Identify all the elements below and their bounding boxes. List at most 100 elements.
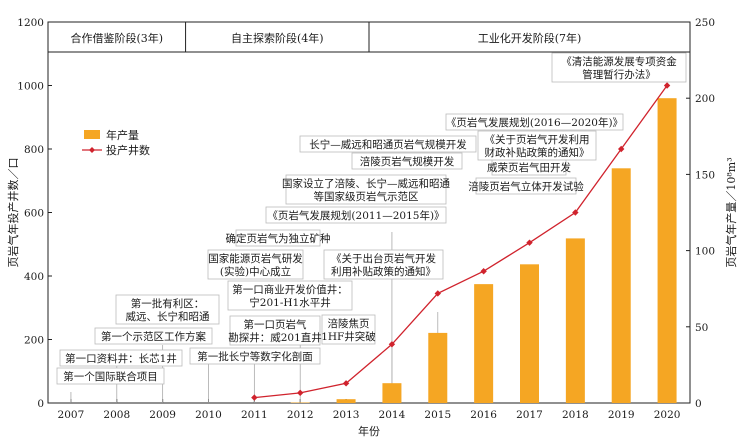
annotation-box [265, 206, 447, 224]
legend-swatch-marker [89, 147, 95, 153]
line-point-marker [572, 209, 579, 216]
annotation-text: 1HF井突破 [321, 330, 376, 343]
annotation-box [323, 249, 444, 280]
annotation-text: 等国家级页岩气示范区 [314, 190, 419, 203]
bar-annual-output [428, 332, 448, 403]
line-wells-put-into-production [254, 85, 668, 399]
y-left-tick-label: 1200 [17, 17, 44, 29]
annotation-text: 国家设立了涪陵、长宁—威远和昭通 [282, 177, 450, 190]
annotation-text: 第一口页岩气 [244, 318, 307, 331]
annotation-text: 《清洁能源发展专项资金 [561, 55, 677, 68]
stage-label: 工业化开发阶段(7年) [478, 31, 582, 45]
x-tick-label: 2015 [424, 409, 451, 421]
x-tick-label: 2017 [516, 409, 543, 421]
annotation-box [229, 315, 321, 346]
line-point-marker [480, 268, 487, 275]
x-tick-label: 2009 [149, 409, 176, 421]
bar-annual-output [611, 168, 631, 403]
annotation-box [56, 367, 165, 385]
y-left-tick-label: 800 [24, 144, 44, 156]
annotation-text: 《关于出台页岩气开发 [331, 252, 436, 265]
stage-label: 自主探索阶段(4年) [231, 31, 324, 45]
annotation-text: (实验)中心成立 [220, 265, 291, 278]
annotation-text: 确定页岩气为独立矿种 [226, 232, 331, 245]
annotation-text: 《关于页岩气开发利用 [485, 133, 590, 146]
y-right-tick-label: 100 [695, 246, 715, 258]
legend-label-line: 投产井数 [106, 143, 150, 157]
line-point-marker [618, 145, 625, 153]
annotation-text: 长宁—威远和昭通页岩气规模开发 [309, 138, 467, 151]
annotation-text: 国家能源页岩气研发 [208, 252, 303, 265]
annotation-box [115, 294, 220, 325]
x-tick-label: 2011 [241, 409, 268, 421]
annotation-text: 勘探井：威201直井 [228, 331, 322, 344]
annotation-text: 第一批有利区： [131, 297, 205, 310]
bar-annual-output [336, 399, 356, 403]
annotation-text: 第一个国际联合项目 [63, 370, 158, 383]
annotation-text: 涪陵页岩气立体开发试验 [468, 180, 584, 193]
y-right-axis-title: 页岩气年产量／10⁸m³ [724, 157, 738, 267]
line-point-marker [526, 239, 533, 246]
annotation-box [227, 280, 353, 311]
line-point-marker [434, 290, 441, 297]
bar-annual-output [565, 238, 585, 403]
annotation-box [477, 130, 597, 161]
y-right-tick-label: 250 [695, 17, 715, 29]
annotation-box [321, 314, 376, 345]
annotation-box [59, 349, 183, 367]
line-point-marker [342, 380, 350, 387]
annotation-text: 财政补贴政策的通知》 [485, 146, 590, 159]
x-tick-label: 2007 [58, 409, 85, 421]
y-left-tick-label: 0 [37, 398, 44, 410]
bar-annual-output [382, 383, 402, 403]
annotation-text: 《页岩气发展规划(2011—2015年)》 [267, 209, 444, 222]
y-right-tick-label: 150 [695, 169, 715, 181]
y-left-tick-label: 400 [24, 271, 44, 283]
x-tick-label: 2020 [654, 409, 681, 421]
annotation-text: 威荣页岩气田开发 [487, 161, 571, 174]
annotation-text: 管理暂行办法》 [582, 68, 656, 81]
x-axis-title: 年份 [358, 424, 380, 438]
annotation-box [299, 135, 477, 153]
annotation-text: 《页岩气发展规划(2016—2020年)》 [446, 116, 623, 129]
line-point-marker [251, 394, 258, 401]
y-left-axis-title: 页岩气年投产井数／口 [6, 158, 20, 268]
x-tick-label: 2014 [379, 409, 406, 421]
stage-label: 合作借鉴阶段(3年) [70, 31, 163, 45]
annotation-text: 第一个示范区工作方案 [101, 330, 206, 343]
y-right-tick-label: 50 [695, 322, 708, 334]
bar-annual-output [657, 98, 677, 403]
x-tick-label: 2013 [333, 409, 360, 421]
annotation-text: 威远、长宁和昭通 [126, 310, 210, 323]
annotation-text: 利用补贴政策的通知》 [331, 265, 436, 278]
annotation-text: 涪陵焦页 [328, 317, 370, 330]
line-point-marker [388, 341, 396, 348]
annotation-box [189, 347, 321, 365]
annotation-text: 涪陵页岩气规模开发 [360, 155, 455, 168]
line-point-marker [663, 82, 671, 89]
x-tick-label: 2010 [195, 409, 222, 421]
bar-annual-output [474, 284, 494, 403]
x-tick-label: 2019 [608, 409, 635, 421]
y-left-tick-label: 200 [24, 335, 44, 347]
legend-label-bar: 年产量 [106, 128, 139, 142]
annotation-text: 第一口商业开发价值井： [232, 283, 348, 296]
x-tick-label: 2016 [470, 409, 497, 421]
annotation-box [551, 52, 687, 83]
annotation-box [351, 152, 463, 170]
y-right-tick-label: 200 [695, 93, 715, 105]
annotation-text: 第一口资料井：长芯1井 [65, 352, 177, 365]
annotation-box [94, 327, 213, 345]
annotation-box [475, 177, 577, 195]
legend-swatch-bar [84, 130, 100, 139]
x-tick-label: 2008 [103, 409, 130, 421]
x-tick-label: 2012 [287, 409, 314, 421]
annotation-text: 第一批长宁等数字化剖面 [197, 350, 313, 363]
bar-annual-output [520, 264, 539, 403]
y-right-tick-label: 0 [695, 398, 702, 410]
annotation-box [445, 113, 624, 131]
annotation-box [235, 229, 321, 247]
line-point-marker [297, 389, 304, 397]
y-left-tick-label: 1000 [17, 81, 44, 93]
